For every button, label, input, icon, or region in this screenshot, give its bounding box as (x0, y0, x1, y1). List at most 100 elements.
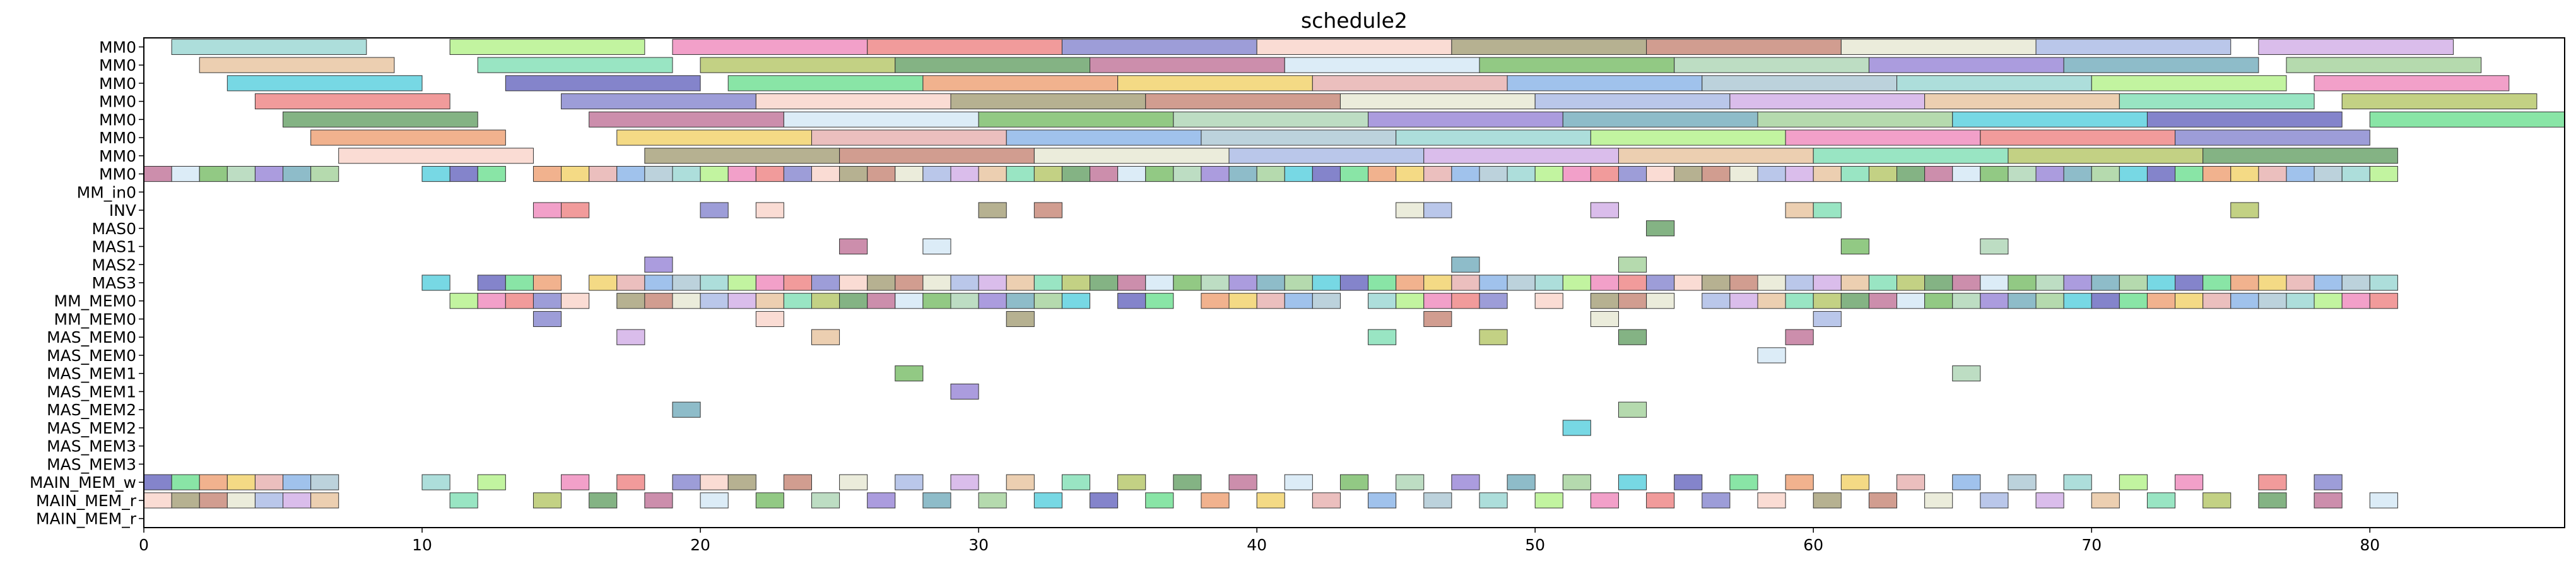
schedule-bar (727, 165, 756, 182)
schedule-bar (1534, 293, 1563, 309)
x-tick-label: 50 (1525, 536, 1545, 554)
schedule-bar (755, 293, 784, 309)
schedule-bar (1729, 293, 1758, 309)
schedule-bar (783, 474, 812, 490)
schedule-bar (171, 38, 367, 55)
schedule-bar (1451, 165, 1480, 182)
schedule-bar (1117, 293, 1146, 309)
schedule-bar (561, 202, 590, 218)
schedule-bar (2314, 293, 2343, 309)
schedule-bar (1228, 293, 1257, 309)
schedule-bar (1368, 293, 1397, 309)
schedule-bar (1090, 275, 1119, 291)
schedule-bar (143, 492, 172, 509)
schedule-bar (1590, 311, 1619, 328)
schedule-bar (1312, 275, 1341, 291)
schedule-bar (1479, 165, 1508, 182)
y-tick-label: MM0 (99, 38, 136, 56)
schedule-bar (2314, 165, 2343, 182)
schedule-bar (2175, 474, 2204, 490)
schedule-bar (2203, 492, 2232, 509)
schedule-bar (2286, 293, 2315, 309)
schedule-bar (950, 383, 979, 400)
schedule-bar (561, 93, 756, 110)
schedule-bar (589, 165, 618, 182)
schedule-bar (1033, 202, 1062, 218)
schedule-bar (1952, 165, 1981, 182)
schedule-bar (1006, 275, 1035, 291)
schedule-bar (1479, 57, 1675, 73)
schedule-bar (532, 492, 562, 509)
schedule-bar (2203, 148, 2398, 164)
schedule-bar (283, 492, 312, 509)
schedule-bar (1924, 492, 1953, 509)
schedule-bar (755, 275, 784, 291)
schedule-bar (839, 148, 1035, 164)
schedule-bar (1813, 165, 1842, 182)
schedule-bar (1423, 293, 1452, 309)
schedule-bar (1090, 492, 1119, 509)
y-tick-label: MAS2 (92, 256, 136, 274)
schedule-bar (1618, 401, 1647, 418)
schedule-bar (1924, 275, 1953, 291)
schedule-bar (2063, 165, 2092, 182)
schedule-bar (1256, 293, 1285, 309)
schedule-bar (171, 474, 200, 490)
y-tick-label: MM_MEM0 (54, 310, 136, 328)
x-tick-label: 30 (968, 536, 989, 554)
schedule-bar (1646, 275, 1675, 291)
schedule-bar (1813, 293, 1842, 309)
schedule-bar (2203, 293, 2232, 309)
schedule-bar (1813, 148, 2009, 164)
schedule-bar (2286, 165, 2315, 182)
x-tick-label: 40 (1247, 536, 1267, 554)
schedule-bar (755, 202, 784, 218)
schedule-bar (449, 492, 478, 509)
schedule-bar (1702, 165, 1731, 182)
schedule-bar (2035, 38, 2232, 55)
schedule-bar (644, 148, 840, 164)
schedule-bar (1618, 165, 1647, 182)
schedule-bar (1117, 165, 1146, 182)
schedule-bar (1479, 329, 1508, 345)
y-tick-label: MAS_MEM0 (47, 346, 136, 365)
schedule-bar (283, 474, 312, 490)
schedule-bar (477, 57, 673, 73)
schedule-bar (1396, 474, 1425, 490)
schedule-bar (922, 293, 951, 309)
schedule-bar (171, 165, 200, 182)
schedule-bar (2258, 38, 2454, 55)
schedule-bar (644, 492, 673, 509)
schedule-bar (895, 365, 924, 382)
schedule-bar (1201, 275, 1230, 291)
schedule-bar (1312, 293, 1341, 309)
schedule-bar (700, 275, 729, 291)
schedule-bar (561, 474, 590, 490)
schedule-bar (1868, 57, 2064, 73)
schedule-bar (895, 474, 924, 490)
schedule-bar (922, 238, 951, 255)
schedule-bar (199, 492, 228, 509)
schedule-bar (1451, 474, 1480, 490)
schedule-bar (1590, 129, 1786, 146)
schedule-bar (1368, 111, 1563, 127)
schedule-bar (1033, 148, 1230, 164)
schedule-bar (2008, 293, 2037, 309)
schedule-bar (2091, 165, 2120, 182)
schedule-bar (1534, 93, 1731, 110)
schedule-bar (1729, 93, 1926, 110)
schedule-bar (199, 57, 395, 73)
schedule-bar (2119, 293, 2148, 309)
schedule-bar (644, 275, 673, 291)
schedule-bar (1897, 75, 2092, 92)
schedule-bar (310, 474, 339, 490)
schedule-bar (727, 75, 924, 92)
schedule-bar (2146, 293, 2176, 309)
schedule-bar (2230, 293, 2259, 309)
schedule-bar (2146, 165, 2176, 182)
schedule-bar (1396, 275, 1425, 291)
schedule-bar (867, 293, 896, 309)
schedule-bar (616, 165, 645, 182)
schedule-bar (783, 111, 979, 127)
schedule-bar (1061, 293, 1091, 309)
